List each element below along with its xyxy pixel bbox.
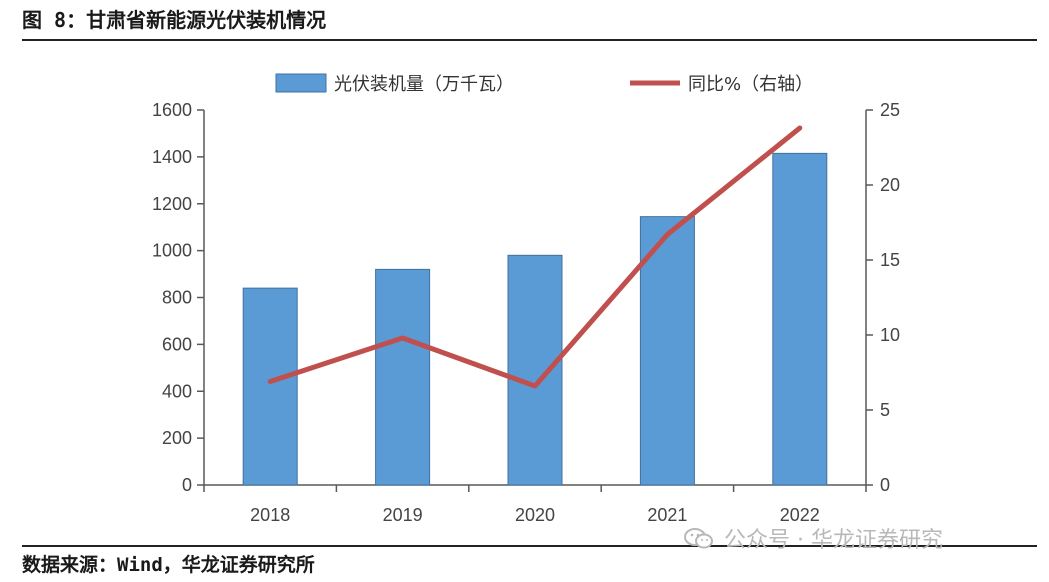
watermark-text: 公众号 · 华龙证券研究: [724, 528, 943, 553]
bar-2020: [507, 254, 563, 486]
y-right-tick-label: 5: [880, 400, 890, 420]
x-tick-label: 2021: [647, 505, 687, 525]
bar-2019: [375, 268, 431, 486]
y-right-tick-label: 0: [880, 475, 890, 495]
wechat-icon: [684, 528, 713, 549]
x-tick-label: 2022: [780, 505, 820, 525]
legend-bar-label: 光伏装机量（万千瓦）: [334, 74, 514, 95]
y-left-tick-label: 1200: [152, 194, 192, 214]
x-tick-label: 2020: [515, 505, 555, 525]
y-right-tick-label: 20: [880, 175, 900, 195]
source-note: 数据来源：Wind，华龙证券研究所: [22, 554, 315, 576]
plot-area: 0 200 400 600 800 1000 1200 1400 1600 0 5 10 15 20 25 2…: [152, 100, 900, 525]
figure-title: 图 8：甘肃省新能源光伏装机情况: [22, 8, 327, 32]
x-tick-label: 2018: [250, 505, 290, 525]
legend-line-label: 同比%（右轴）: [688, 74, 813, 95]
y-left-tick-label: 1600: [152, 100, 192, 120]
legend-bar-swatch: [275, 73, 327, 93]
y-left-tick-label: 1000: [152, 241, 192, 261]
y-right-tick-label: 25: [880, 100, 900, 120]
y-left-tick-label: 800: [162, 288, 192, 308]
y-left-tick-label: 400: [162, 381, 192, 401]
bar-2021: [639, 216, 695, 486]
legend: 光伏装机量（万千瓦） 同比%（右轴）: [275, 73, 813, 95]
bar-2022: [772, 152, 828, 486]
y-right-tick-label: 10: [880, 325, 900, 345]
watermark: 公众号 · 华龙证券研究: [684, 522, 943, 554]
y-left-tick-label: 0: [182, 475, 192, 495]
top-rule: [22, 39, 1037, 41]
bottom-rule: [22, 545, 1037, 547]
bar-2018: [242, 287, 298, 486]
y-left-tick-label: 600: [162, 334, 192, 354]
y-left-tick-label: 200: [162, 428, 192, 448]
y-right-tick-label: 15: [880, 250, 900, 270]
y-left-tick-label: 1400: [152, 147, 192, 167]
x-tick-label: 2019: [383, 505, 423, 525]
